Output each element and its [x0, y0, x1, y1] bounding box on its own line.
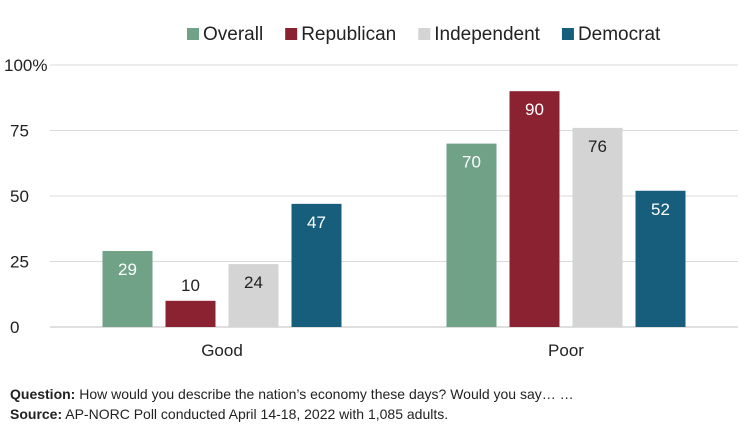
legend-label: Overall	[203, 24, 263, 45]
legend-swatch	[187, 28, 199, 40]
bar-democrat-poor	[635, 190, 686, 327]
bar-independent-good	[228, 264, 279, 327]
data-label: 70	[462, 153, 481, 172]
y-tick-label: 25	[10, 253, 29, 272]
bars: 29 10 24 47 70 90 76 52	[102, 91, 686, 327]
legend-item: Overall	[187, 24, 263, 45]
legend-label: Republican	[301, 24, 396, 45]
category-label: Poor	[548, 341, 584, 360]
source-text: AP-NORC Poll conducted April 14-18, 2022…	[62, 406, 449, 422]
legend-swatch	[561, 28, 574, 40]
legend: Overall Republican Independent Democrat	[187, 24, 661, 45]
bar-independent-poor	[572, 127, 623, 327]
legend-label: Democrat	[578, 24, 661, 45]
gridlines	[50, 64, 738, 328]
y-tick-label: 100%	[4, 56, 47, 75]
source-line: Source: AP-NORC Poll conducted April 14-…	[10, 404, 740, 424]
bar-overall-good	[102, 251, 153, 327]
y-tick-label: 50	[10, 187, 29, 206]
legend-swatch	[285, 28, 298, 40]
data-label: 24	[244, 273, 263, 292]
legend-item: Democrat	[561, 24, 661, 45]
question-label: Question:	[10, 386, 76, 402]
bar-republican-poor	[509, 91, 560, 327]
bar-republican-good	[165, 300, 216, 327]
question-text: How would you describe the nation’s econ…	[75, 386, 574, 402]
legend-item: Republican	[285, 24, 396, 45]
footnote: Question: How would you describe the nat…	[10, 384, 740, 424]
data-label: 10	[181, 276, 200, 295]
data-label: 47	[307, 213, 326, 232]
bar-democrat-good	[291, 203, 342, 327]
source-label: Source:	[10, 406, 63, 422]
bar-overall-poor	[446, 143, 497, 327]
data-label: 29	[118, 260, 137, 279]
data-label: 76	[588, 137, 607, 156]
y-tick-label: 0	[10, 318, 19, 337]
data-label: 90	[525, 100, 544, 119]
legend-item: Independent	[418, 24, 541, 45]
y-tick-label: 75	[10, 122, 29, 141]
x-axis: Good Poor	[201, 341, 584, 360]
legend-label: Independent	[434, 24, 540, 45]
data-label: 52	[651, 200, 670, 219]
legend-swatch	[418, 28, 431, 40]
y-axis: 0 25 50 75 100%	[4, 56, 47, 337]
category-label: Good	[201, 341, 243, 360]
bar-chart: 0 25 50 75 100% 29 10 24 47 70 90 76 52 Good Poor Ov…	[4, 24, 738, 360]
question-line: Question: How would you describe the nat…	[10, 384, 740, 404]
